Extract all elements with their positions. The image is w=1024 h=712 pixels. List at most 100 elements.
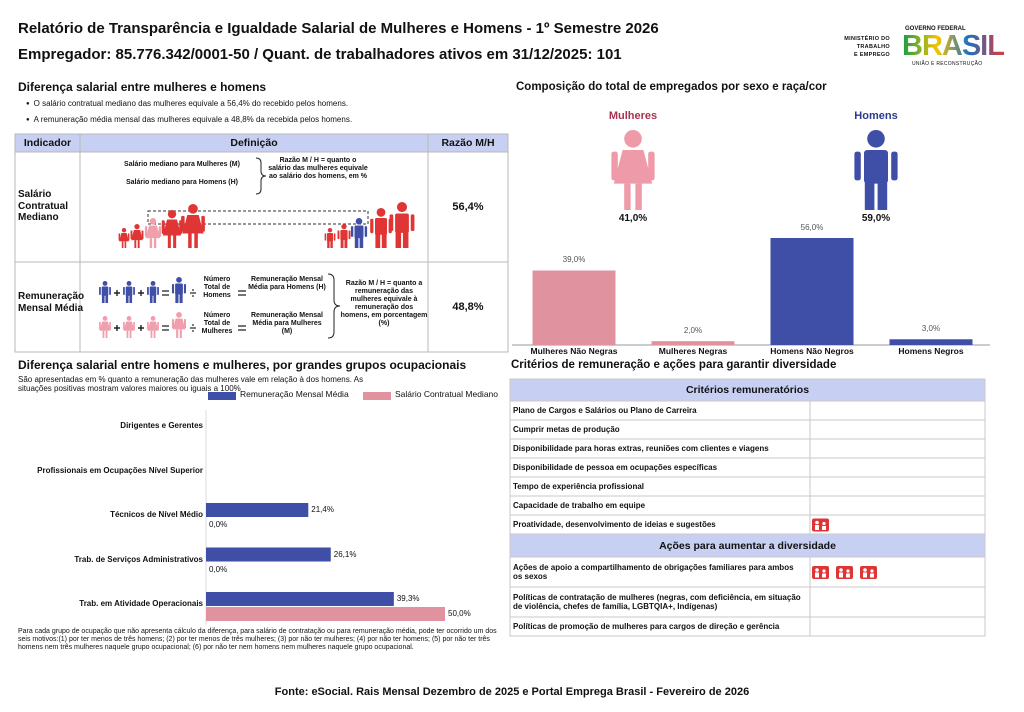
- icon-bg: [812, 518, 829, 532]
- criteria-text: Tempo de experiência profissional: [513, 481, 644, 491]
- divide-dot: [192, 289, 194, 291]
- icon-body: [815, 572, 819, 578]
- icon-leg: [125, 294, 129, 303]
- icon-bg: [836, 566, 853, 579]
- table-border: [14, 133, 509, 353]
- definition: Número Total de Homens: [203, 276, 231, 300]
- equals-sign: [162, 290, 169, 296]
- indicator: Salário Contratual Mediano: [18, 189, 68, 223]
- ministry-line: E EMPREGO: [853, 52, 890, 58]
- table-header: Indicador: [23, 137, 72, 149]
- icon-head: [341, 224, 347, 230]
- icon-leg: [395, 231, 402, 248]
- category-label: Mulheres Não Negras: [530, 346, 618, 356]
- category-label: Trab. de Serviços Administrativos: [74, 554, 203, 564]
- divide-dot: [192, 295, 194, 297]
- icon-head: [839, 568, 843, 572]
- definition: Remuneração Mensal Média para Homens (H): [248, 276, 326, 292]
- category-label: Profissionais em Ocupações Nível Superio…: [37, 465, 203, 475]
- female-icon: [144, 218, 162, 248]
- icon-leg: [129, 330, 132, 338]
- icon-torso: [327, 233, 333, 242]
- female-icon: [130, 224, 144, 248]
- source: Fonte: eSocial. Rais Mensal Dezembro de …: [274, 686, 750, 698]
- icon-leg: [354, 237, 359, 248]
- icon-leg: [635, 183, 642, 210]
- icon-head: [355, 218, 363, 225]
- icon-arm: [130, 230, 133, 240]
- female-label: Mulheres: [608, 110, 658, 122]
- definition: Número Total de Mulheres: [201, 312, 233, 336]
- bar: [889, 339, 973, 345]
- icon-leg: [134, 240, 137, 248]
- section-title: Diferença salarial entre mulheres e home…: [18, 80, 267, 94]
- icon-head: [822, 521, 826, 526]
- icon-arm: [611, 151, 618, 181]
- icon-leg: [624, 183, 631, 210]
- icon-leg: [173, 235, 177, 248]
- icon-dress: [147, 321, 159, 331]
- icon-leg: [149, 294, 153, 303]
- value-label: 3,0%: [921, 324, 941, 334]
- section-title: Critérios de remuneração e ações para ga…: [511, 359, 837, 371]
- chart-title: Diferença salarial entre homens e mulher…: [18, 358, 467, 372]
- male-share: 59,0%: [861, 213, 891, 224]
- icon-arm: [123, 321, 125, 330]
- icon-leg: [330, 240, 333, 248]
- value-label: 39,3%: [396, 594, 420, 603]
- icon-torso: [354, 225, 364, 239]
- icon-dress: [145, 225, 161, 239]
- icon-arm: [147, 321, 149, 330]
- icon-dress: [613, 150, 653, 184]
- report-title: Relatório de Transparência e Igualdade S…: [18, 20, 659, 37]
- icon-arm: [141, 230, 144, 240]
- icon-leg: [877, 182, 888, 210]
- icon-arm: [337, 230, 340, 240]
- icon-leg: [179, 293, 183, 303]
- icon-arm: [109, 286, 111, 295]
- value-label: 0,0%: [209, 520, 228, 529]
- criteria-text: Capacidade de trabalho em equipe: [513, 500, 646, 510]
- legend-swatch: [208, 392, 236, 400]
- icon-arm: [350, 226, 354, 237]
- bar: [206, 547, 331, 562]
- male-icon: [350, 218, 368, 248]
- female-icon: [161, 210, 183, 248]
- icon-arm: [133, 286, 135, 295]
- bar: [206, 503, 309, 517]
- icon-head: [126, 316, 132, 321]
- icon-arm: [99, 321, 101, 330]
- icon-dress: [182, 215, 204, 234]
- criteria-text: Disponibilidade para horas extras, reuni…: [513, 443, 769, 453]
- bullet-text: A remuneração média mensal das mulheres …: [26, 115, 352, 125]
- chart-subtitle: São apresentadas em % quanto a remuneraç…: [18, 375, 364, 394]
- icon-arm: [144, 226, 148, 237]
- icon-arm: [109, 321, 111, 330]
- ratio-note: Razão M / H = quanto o salário das mulhe…: [268, 157, 368, 181]
- icon-body: [822, 526, 826, 530]
- icon-body: [870, 573, 874, 578]
- male-icon: [337, 224, 351, 248]
- gov-label: GOVERNO FEDERAL: [905, 26, 966, 32]
- icon-arm: [389, 214, 394, 231]
- value-label: 21,4%: [311, 505, 334, 514]
- icon-body: [863, 572, 867, 578]
- table-header: Definição: [230, 137, 278, 149]
- icon-arm: [183, 284, 187, 294]
- icon-leg: [153, 294, 157, 303]
- female-icon: [123, 316, 135, 338]
- plus-sign: [114, 325, 120, 331]
- male-icon: [147, 281, 159, 303]
- icon-torso: [125, 286, 133, 296]
- icon-arm: [348, 230, 351, 240]
- icon-leg: [101, 294, 105, 303]
- icon-arm: [410, 214, 415, 231]
- icon-head: [167, 210, 177, 219]
- icon-arm: [181, 215, 185, 232]
- icon-head: [863, 568, 867, 572]
- icon-leg: [176, 329, 179, 338]
- female-icon: [181, 204, 205, 248]
- value-label: 0,0%: [209, 564, 228, 574]
- criteria-icon: [812, 566, 829, 579]
- equals-sign: [162, 325, 169, 331]
